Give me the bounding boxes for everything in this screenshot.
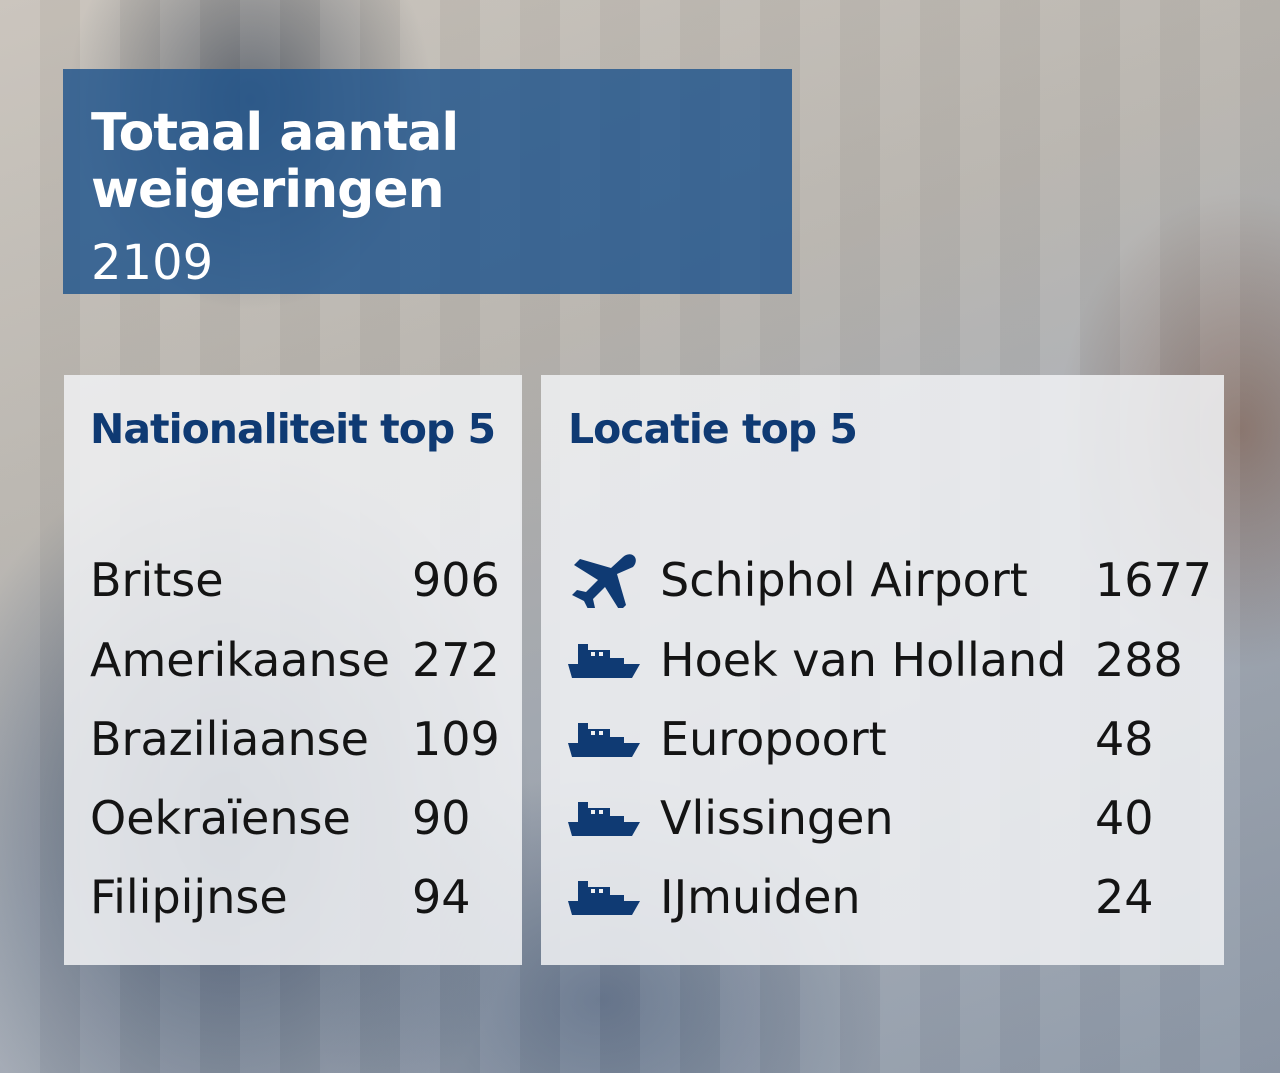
location-heading: Locatie top 5 [568, 405, 858, 453]
nationality-panel: Nationaliteit top 5 Britse 906 Amerikaan… [64, 375, 522, 965]
list-item: Hoek van Holland 288 [568, 625, 1218, 695]
nationality-value: 90 [412, 791, 471, 845]
location-label: Vlissingen [660, 791, 894, 845]
location-label: IJmuiden [660, 870, 861, 924]
list-item: Amerikaanse 272 [90, 625, 510, 695]
location-label: Hoek van Holland [660, 633, 1067, 687]
total-card: Totaal aantal weigeringen 2109 [63, 69, 792, 294]
list-item: IJmuiden 24 [568, 862, 1218, 932]
airplane-icon [568, 545, 660, 615]
ship-icon [568, 704, 660, 774]
location-panel: Locatie top 5 Schiphol Airport 1677 Hoek… [541, 375, 1224, 965]
list-item: Oekraïense 90 [90, 783, 510, 853]
location-value: 48 [1095, 712, 1154, 766]
list-item: Braziliaanse 109 [90, 704, 510, 774]
ship-icon [568, 783, 660, 853]
nationality-value: 109 [412, 712, 500, 766]
nationality-value: 272 [412, 633, 500, 687]
location-label: Schiphol Airport [660, 553, 1028, 607]
page-title: Totaal aantal weigeringen [91, 103, 459, 221]
location-value: 288 [1095, 633, 1183, 687]
nationality-label: Oekraïense [90, 791, 351, 845]
nationality-value: 94 [412, 870, 471, 924]
location-label: Europoort [660, 712, 887, 766]
ship-icon [568, 862, 660, 932]
nationality-label: Britse [90, 553, 224, 607]
location-value: 40 [1095, 791, 1154, 845]
location-value: 24 [1095, 870, 1154, 924]
ship-icon [568, 625, 660, 695]
list-item: Vlissingen 40 [568, 783, 1218, 853]
list-item: Schiphol Airport 1677 [568, 545, 1218, 615]
list-item: Britse 906 [90, 545, 510, 615]
nationality-label: Filipijnse [90, 870, 288, 924]
total-count: 2109 [91, 235, 214, 292]
nationality-value: 906 [412, 553, 500, 607]
list-item: Europoort 48 [568, 704, 1218, 774]
nationality-label: Braziliaanse [90, 712, 369, 766]
nationality-label: Amerikaanse [90, 633, 390, 687]
location-value: 1677 [1095, 553, 1213, 607]
nationality-heading: Nationaliteit top 5 [90, 405, 496, 453]
list-item: Filipijnse 94 [90, 862, 510, 932]
